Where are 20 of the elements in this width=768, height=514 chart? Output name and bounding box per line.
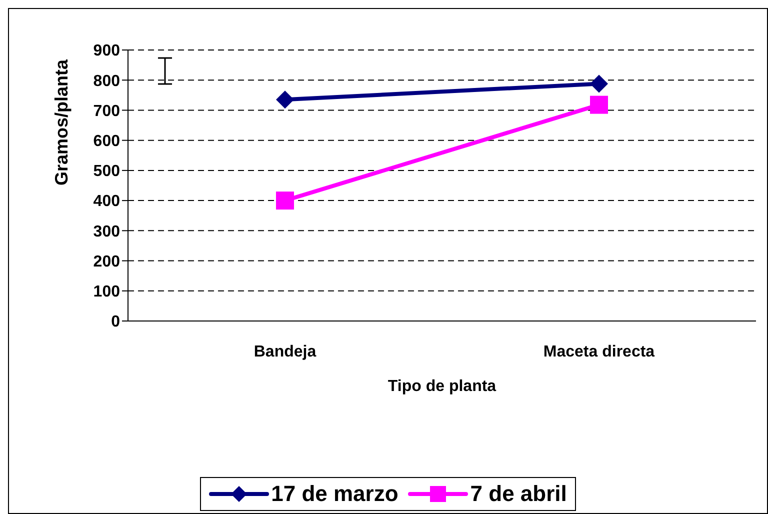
x-tick-label: Bandeja: [254, 343, 316, 360]
point: [590, 74, 608, 93]
point: [590, 96, 608, 114]
y-tick-label: 300: [93, 223, 120, 240]
legend-label: 17 de marzo: [271, 481, 398, 507]
point: [276, 90, 294, 109]
x-axis-title: Tipo de planta: [388, 378, 496, 395]
y-axis-title: Gramos/planta: [51, 58, 72, 186]
y-tick-label: 100: [93, 284, 120, 301]
point: [276, 192, 294, 210]
x-tick-label: Maceta directa: [543, 343, 655, 360]
y-tick-label: 600: [93, 133, 120, 150]
y-tick-label: 700: [93, 102, 120, 120]
y-tick-label: 900: [93, 42, 120, 60]
y-tick-label: 200: [93, 253, 120, 270]
y-tick-label: 400: [93, 193, 120, 210]
y-tick-label: 800: [93, 72, 120, 90]
y-tick-label: 0: [111, 314, 120, 331]
legend-label: 7 de abril: [470, 481, 567, 507]
y-tick-label: 500: [93, 163, 120, 180]
